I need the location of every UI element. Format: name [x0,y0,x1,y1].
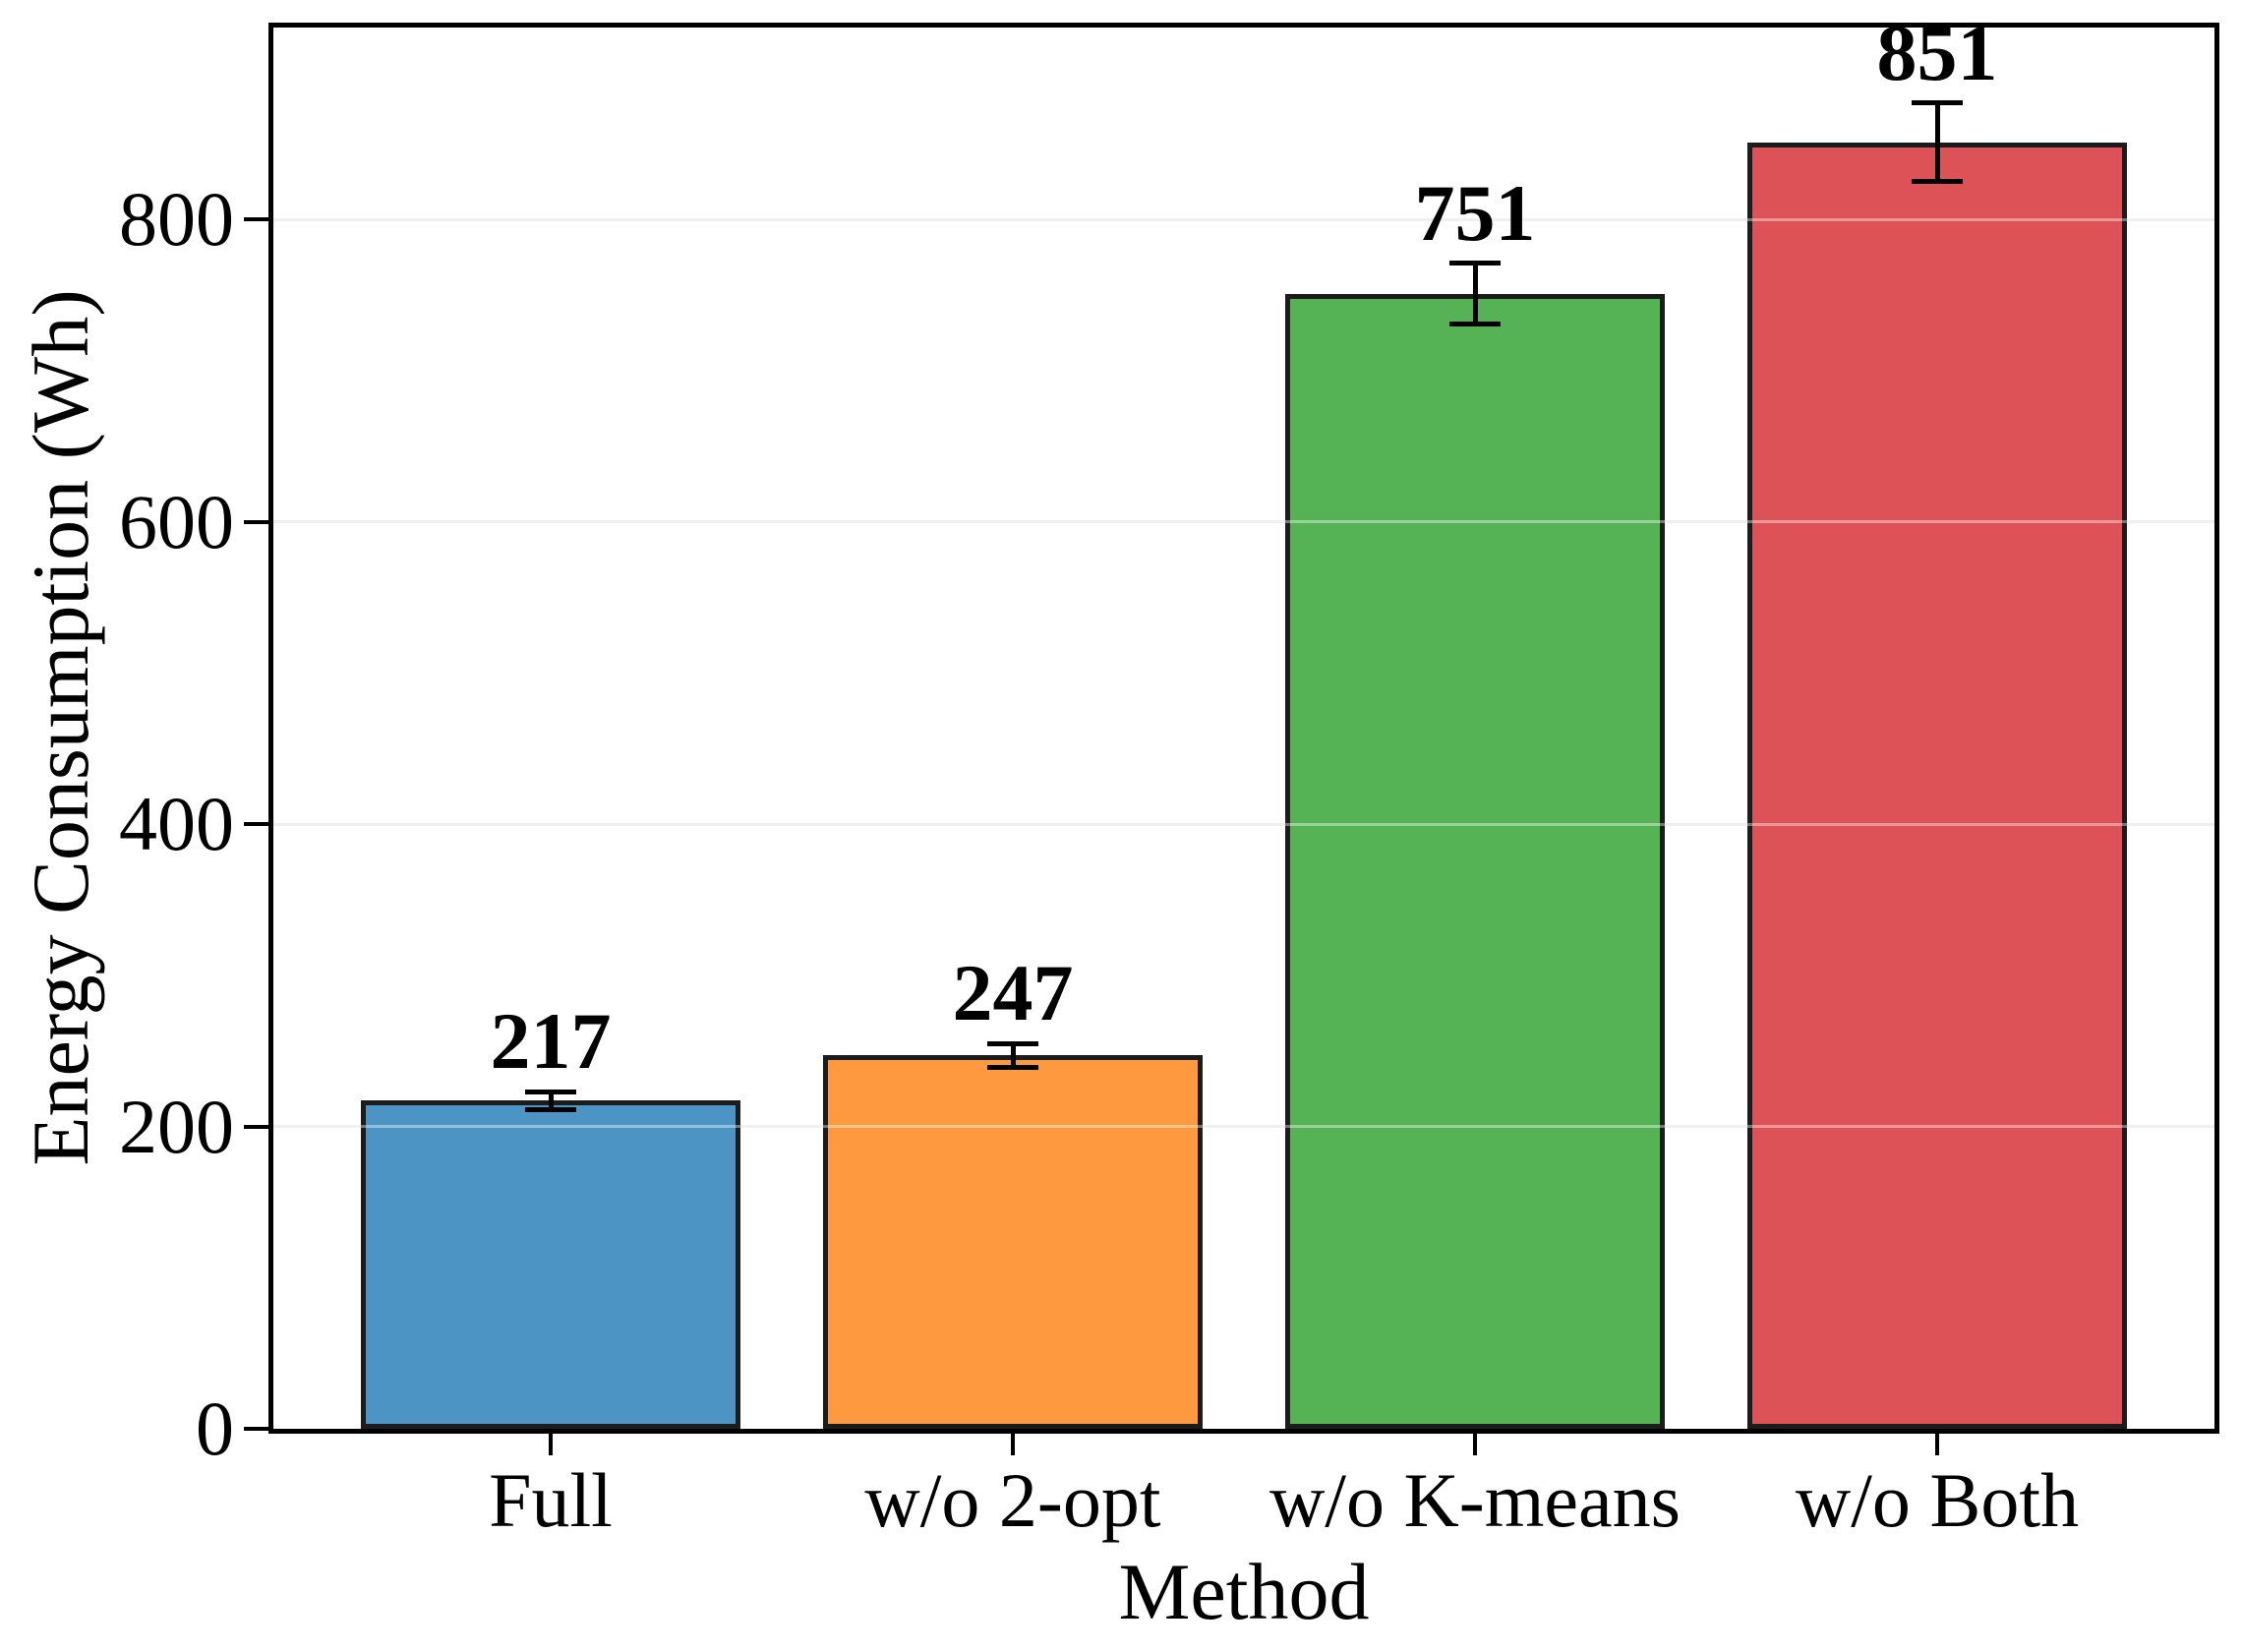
error-bar-w-o-2-opt [1010,1043,1016,1068]
y-tick-800 [244,217,268,222]
y-axis-label: Energy Consumption (Wh) [16,289,105,1166]
gridline-overlay-200 [273,1125,2214,1129]
y-tick-label-200: 200 [119,1083,234,1169]
x-tick-w-o-k-means [1473,1434,1477,1455]
error-cap-top-full [525,1089,576,1094]
x-axis-label: Method [1118,1547,1370,1636]
bar-w-o-k-means [1285,293,1665,1429]
x-tick-label-w-o-k-means: w/o K-means [1268,1457,1682,1543]
y-tick-label-800: 800 [119,176,234,263]
y-tick-400 [244,822,268,827]
bar-w-o-both [1747,142,2127,1429]
gridline-overlay-600 [273,520,2214,524]
y-tick-600 [244,519,268,524]
y-tick-label-400: 400 [119,781,234,867]
error-cap-bottom-w-o-2-opt [987,1065,1038,1071]
y-tick-label-0: 0 [196,1386,234,1471]
error-cap-bottom-w-o-k-means [1449,321,1501,326]
value-label-w-o-2-opt: 247 [952,948,1074,1038]
gridline-200 [273,1125,2214,1129]
gridline-600 [273,520,2214,524]
bar-full [361,1100,740,1429]
y-tick-0 [244,1427,268,1431]
plot-area: 217 247 751 851 [268,12,2219,1434]
error-cap-bottom-full [525,1107,576,1113]
error-bar-full [548,1092,554,1110]
x-tick-w-o-2-opt [1011,1434,1015,1455]
error-cap-top-w-o-k-means [1449,261,1501,266]
gridline-800 [273,217,2214,221]
value-label-w-o-k-means: 751 [1414,167,1536,258]
x-tick-label-full: Full [489,1457,613,1543]
gridline-400 [273,822,2214,826]
x-tick-w-o-both [1935,1434,1939,1455]
bar-w-o-2-opt [823,1055,1203,1429]
y-tick-label-600: 600 [119,478,234,564]
y-tick-200 [244,1124,268,1129]
gridline-overlay-800 [273,217,2214,221]
error-cap-top-w-o-2-opt [987,1040,1038,1046]
x-tick-full [549,1434,553,1455]
gridline-overlay-400 [273,822,2214,826]
plot-inner: 217 247 751 851 [273,12,2214,1429]
error-cap-top-w-o-both [1912,100,1963,106]
error-bar-w-o-k-means [1472,263,1478,324]
value-label-full: 217 [490,996,612,1087]
error-bar-w-o-both [1934,102,1940,182]
value-label-w-o-both: 851 [1876,7,1998,97]
error-cap-bottom-w-o-both [1912,179,1963,185]
x-tick-label-w-o-both: w/o Both [1795,1457,2080,1543]
x-tick-label-w-o-2-opt: w/o 2-opt [864,1457,1161,1543]
